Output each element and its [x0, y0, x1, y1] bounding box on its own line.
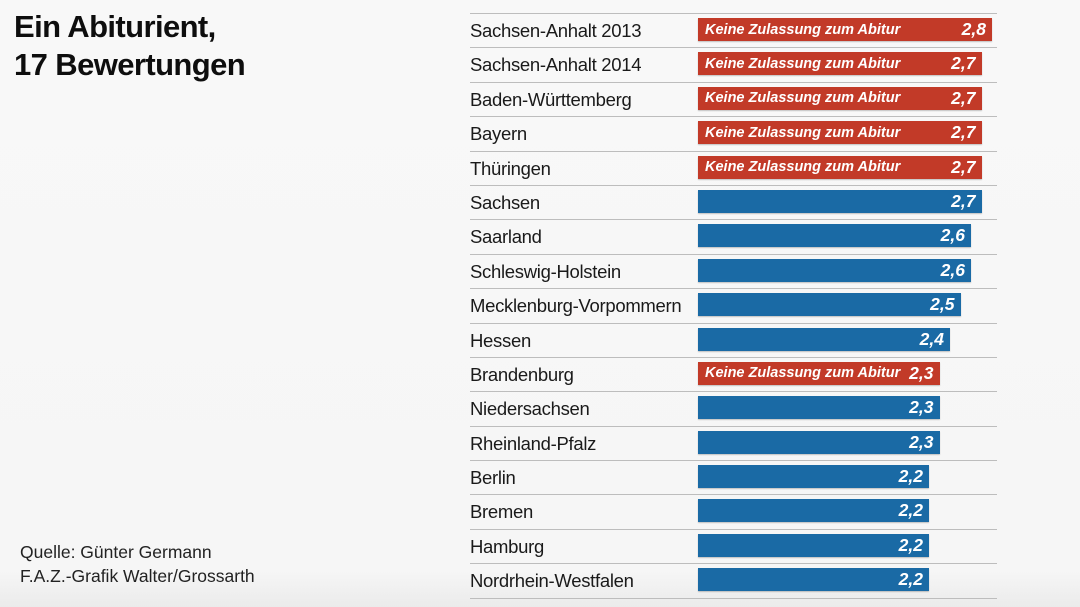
bar: 2,7 [698, 189, 982, 213]
chart-row: Saarland 2,6 [470, 219, 997, 253]
row-label: Berlin [470, 467, 516, 489]
bar: 2,2 [698, 568, 929, 592]
bar-value: 2,6 [940, 225, 965, 246]
row-label: Mecklenburg-Vorpommern [470, 295, 682, 317]
chart-row: Thüringen Keine Zulassung zum Abitur 2,7 [470, 150, 997, 185]
chart-row: Brandenburg Keine Zulassung zum Abitur 2… [470, 356, 997, 391]
row-label: Hamburg [470, 535, 544, 557]
row-label: Sachsen-Anhalt 2014 [470, 54, 642, 76]
row-label: Sachsen [470, 191, 540, 213]
bar-value: 2,2 [898, 569, 923, 590]
row-label: Bremen [470, 501, 533, 523]
chart-row: Nordrhein-Westfalen 2,2 [470, 563, 997, 597]
chart-row: Schleswig-Holstein 2,6 [470, 253, 997, 288]
bar: 2,2 [698, 499, 929, 523]
chart-title-line1: Ein Abiturient, [14, 9, 216, 44]
row-label: Saarland [470, 226, 542, 248]
bar-flag-label: Keine Zulassung zum Abitur [705, 365, 901, 382]
bar-area: 2,3 [698, 430, 992, 454]
row-label: Schleswig-Holstein [470, 260, 621, 282]
bar-area: 2,6 [698, 258, 992, 282]
bar-area: Keine Zulassung zum Abitur 2,7 [698, 121, 992, 145]
chart-row: Hessen 2,4 [470, 322, 997, 357]
chart-row: Rheinland-Pfalz 2,3 [470, 425, 997, 460]
bar-value: 2,3 [909, 397, 934, 418]
bar-value: 2,6 [940, 259, 965, 280]
bar-area: Keine Zulassung zum Abitur 2,7 [698, 155, 992, 179]
chart-row: Berlin 2,2 [470, 460, 997, 494]
chart-row: Sachsen 2,7 [470, 184, 997, 219]
bar-value: 2,5 [930, 294, 955, 315]
bar-area: 2,3 [698, 396, 992, 420]
bar-flag-label: Keine Zulassung zum Abitur [705, 55, 901, 72]
bar: Keine Zulassung zum Abitur 2,7 [698, 121, 982, 145]
bar: 2,3 [698, 396, 940, 420]
row-label: Brandenburg [470, 363, 574, 385]
bar-chart: Sachsen-Anhalt 2013 Keine Zulassung zum … [470, 13, 997, 599]
bar-area: 2,2 [698, 465, 992, 489]
bar-area: 2,7 [698, 189, 992, 213]
bar: 2,4 [698, 327, 950, 351]
row-label: Niedersachsen [470, 398, 590, 420]
chart-row: Hamburg 2,2 [470, 528, 997, 563]
chart-row: Bremen 2,2 [470, 494, 997, 528]
source-credit: Quelle: Günter Germann F.A.Z.-Grafik Wal… [20, 540, 255, 588]
row-label: Baden-Württemberg [470, 88, 632, 110]
bar-area: Keine Zulassung zum Abitur 2,3 [698, 361, 992, 385]
bar-value: 2,2 [898, 534, 923, 555]
bar-flag-label: Keine Zulassung zum Abitur [705, 124, 901, 141]
bar: Keine Zulassung zum Abitur 2,8 [698, 18, 992, 41]
row-label: Sachsen-Anhalt 2013 [470, 20, 642, 41]
bar-value: 2,7 [951, 87, 976, 108]
chart-row: Sachsen-Anhalt 2014 Keine Zulassung zum … [470, 47, 997, 81]
bar: Keine Zulassung zum Abitur 2,7 [698, 155, 982, 179]
row-label: Thüringen [470, 157, 551, 179]
bar-value: 2,7 [951, 190, 976, 211]
bar-area: Keine Zulassung zum Abitur 2,7 [698, 52, 992, 76]
row-label: Hessen [470, 329, 531, 351]
bar-area: Keine Zulassung zum Abitur 2,8 [698, 18, 992, 41]
bar: Keine Zulassung zum Abitur 2,7 [698, 86, 982, 110]
bar-value: 2,3 [909, 431, 934, 452]
bar-area: 2,4 [698, 327, 992, 351]
row-label: Rheinland-Pfalz [470, 432, 597, 454]
chart-row: Baden-Württemberg Keine Zulassung zum Ab… [470, 81, 997, 116]
bar-area: Keine Zulassung zum Abitur 2,7 [698, 86, 992, 110]
bar: Keine Zulassung zum Abitur 2,3 [698, 361, 940, 385]
chart-title: Ein Abiturient, 17 Bewertungen [14, 8, 246, 84]
bar: 2,2 [698, 533, 929, 557]
row-label: Bayern [470, 123, 527, 145]
bar-value: 2,7 [951, 53, 976, 74]
bar: 2,6 [698, 258, 971, 282]
bar: 2,6 [698, 224, 971, 248]
row-label: Nordrhein-Westfalen [470, 570, 634, 592]
bar-value: 2,7 [951, 156, 976, 177]
bar-value: 2,2 [898, 466, 923, 487]
bar-value: 2,7 [951, 122, 976, 143]
chart-row: Mecklenburg-Vorpommern 2,5 [470, 288, 997, 322]
bar-area: 2,2 [698, 533, 992, 557]
bar-value: 2,3 [909, 362, 934, 383]
source-line2: F.A.Z.-Grafik Walter/Grossarth [20, 566, 255, 586]
bar: 2,5 [698, 293, 961, 317]
chart-row: Sachsen-Anhalt 2013 Keine Zulassung zum … [470, 13, 997, 47]
chart-rows: Sachsen-Anhalt 2013 Keine Zulassung zum … [470, 13, 997, 599]
bar: 2,2 [698, 465, 929, 489]
bar-flag-label: Keine Zulassung zum Abitur [705, 159, 901, 176]
bar-value: 2,2 [898, 500, 923, 521]
bar-area: 2,5 [698, 293, 992, 317]
bar-area: 2,2 [698, 499, 992, 523]
bar-flag-label: Keine Zulassung zum Abitur [705, 90, 901, 107]
chart-title-line2: 17 Bewertungen [14, 47, 246, 82]
source-line1: Quelle: Günter Germann [20, 542, 212, 562]
bar-value: 2,4 [919, 328, 944, 349]
bar: 2,3 [698, 430, 940, 454]
chart-row: Niedersachsen 2,3 [470, 391, 997, 425]
bar: Keine Zulassung zum Abitur 2,7 [698, 52, 982, 76]
bar-area: 2,2 [698, 568, 992, 592]
bar-area: 2,6 [698, 224, 992, 248]
chart-row: Bayern Keine Zulassung zum Abitur 2,7 [470, 116, 997, 150]
bar-flag-label: Keine Zulassung zum Abitur [705, 21, 901, 38]
bar-value: 2,8 [961, 19, 986, 39]
